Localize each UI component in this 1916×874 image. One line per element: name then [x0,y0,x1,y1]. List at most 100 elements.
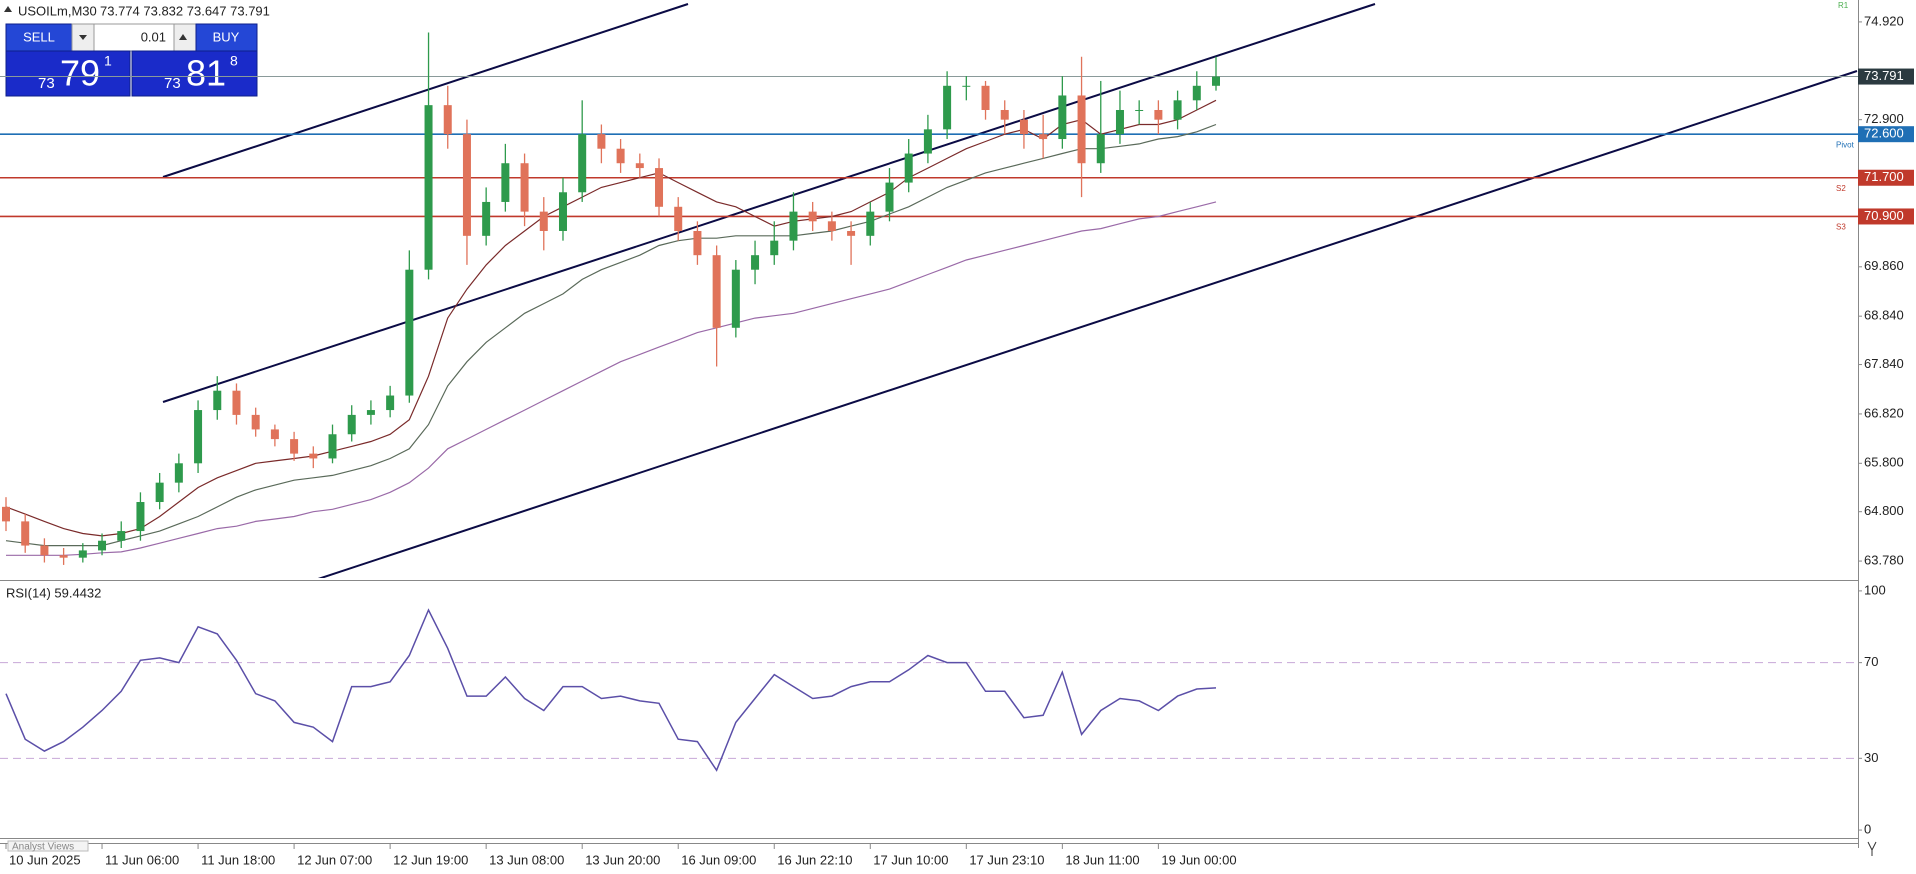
candle-body [1135,109,1144,111]
x-tick-label: 19 Jun 00:00 [1161,852,1236,867]
candle-body [827,221,836,231]
current-price-label: 73.791 [1864,68,1904,83]
x-tick-label: 11 Jun 18:00 [201,852,275,867]
rsi-line [5,608,1217,772]
buy-price-big: 73 [164,75,181,92]
candle-body [1212,76,1220,86]
level-tag-label: 70.900 [1864,208,1904,223]
y-tick-label: 30 [1864,750,1878,765]
buy-label: BUY [213,29,240,44]
buy-price-main: 81 [186,53,226,94]
candle-body [808,211,817,222]
down-arrow [79,35,87,40]
x-tick-label: 12 Jun 07:00 [297,852,372,867]
channel-line [162,3,1376,403]
y-tick-label: 72.900 [1864,111,1904,126]
ohlc: 73.774 73.832 73.647 73.791 [100,3,270,18]
candle-body [655,168,664,207]
x-tick-label: 16 Jun 09:00 [681,852,756,867]
y-tick-label: 100 [1864,582,1886,597]
moving-average [5,123,1217,547]
candle-body [712,255,721,328]
candle-body [366,410,375,415]
candle-body [904,153,913,183]
sell-button[interactable] [5,23,73,52]
indicator-title: RSI(14) 59.4432 [6,585,101,600]
x-tick-label: 13 Jun 08:00 [489,852,564,867]
candle-body [40,545,49,556]
channel-line [317,70,1858,578]
candle-body [482,201,491,236]
candle-body [731,269,740,328]
candle-body [1096,134,1105,164]
sell-label: SELL [23,29,55,44]
sell-price-big: 73 [38,75,55,92]
candle-body [693,230,702,256]
candle-body [770,240,779,256]
scroll-icon[interactable] [1867,841,1877,856]
channel-line [162,3,689,178]
candle-body [290,439,299,454]
candle-body [635,163,644,169]
x-tick-label: 13 Jun 20:00 [585,852,660,867]
current-price-tag [1858,68,1914,85]
candle-body [847,230,856,236]
y-tick-label: 64.800 [1864,503,1904,518]
level-tag-label: 72.600 [1864,126,1904,141]
candle-body [1058,95,1067,140]
candle-body [309,453,318,459]
lot-field[interactable] [93,23,175,52]
candle-body [443,105,452,135]
candle-body [78,550,87,558]
x-tick-label: 17 Jun 10:00 [873,852,948,867]
buy-price-sup: 8 [230,53,238,69]
candle-body [751,255,760,270]
candle-body [962,85,971,87]
y-tick-label: 69.860 [1864,258,1904,273]
candle-body [1192,85,1201,101]
candle-body [501,163,510,202]
candle-body [923,129,932,154]
candle-body [386,395,395,411]
y-tick-label: 70 [1864,654,1878,669]
x-tick-label: 18 Jun 11:00 [1065,852,1139,867]
candle-body [981,85,990,110]
x-tick-label: 11 Jun 06:00 [105,852,179,867]
candle-body [885,182,894,212]
candle-body [866,211,875,236]
candle-body [520,163,529,212]
candle-body [1019,119,1028,135]
level-name: Pivot [1836,140,1855,149]
y-tick-label: 65.800 [1864,455,1904,470]
candle-body [405,269,414,396]
level-tag [1858,126,1914,143]
level-tag [1858,169,1914,186]
footer-tab[interactable] [7,840,89,852]
level-tag-label: 71.700 [1864,169,1904,184]
trade-panel: SELL 0.01 BUY 73 79 1 73 81 8 [5,23,258,97]
buy-price-box[interactable] [131,50,258,97]
candle-body [462,134,471,236]
candle-body [424,105,433,270]
sell-price-box[interactable] [5,50,131,97]
y-tick-label: 63.780 [1864,552,1904,567]
candle-body [232,390,241,415]
sell-price-main: 79 [60,53,100,94]
level-tag [1858,208,1914,225]
candle-body [597,134,606,149]
y-tick-label: 66.820 [1864,405,1904,420]
candle-body [539,211,548,231]
candle-body [174,463,183,483]
candle-body [616,148,625,164]
level-name: R1 [1838,1,1849,10]
collapse-icon[interactable] [4,6,12,12]
x-tick-label: 10 Jun 2025 [9,852,81,867]
x-tick-label: 17 Jun 23:10 [969,852,1044,867]
y-tick-label: 74.920 [1864,13,1904,28]
candle-body [1173,100,1182,120]
y-tick-label: 0 [1864,822,1871,837]
candle-body [98,540,107,551]
candle-body [117,531,126,541]
candle-body [328,434,337,459]
candle-body [213,390,222,411]
